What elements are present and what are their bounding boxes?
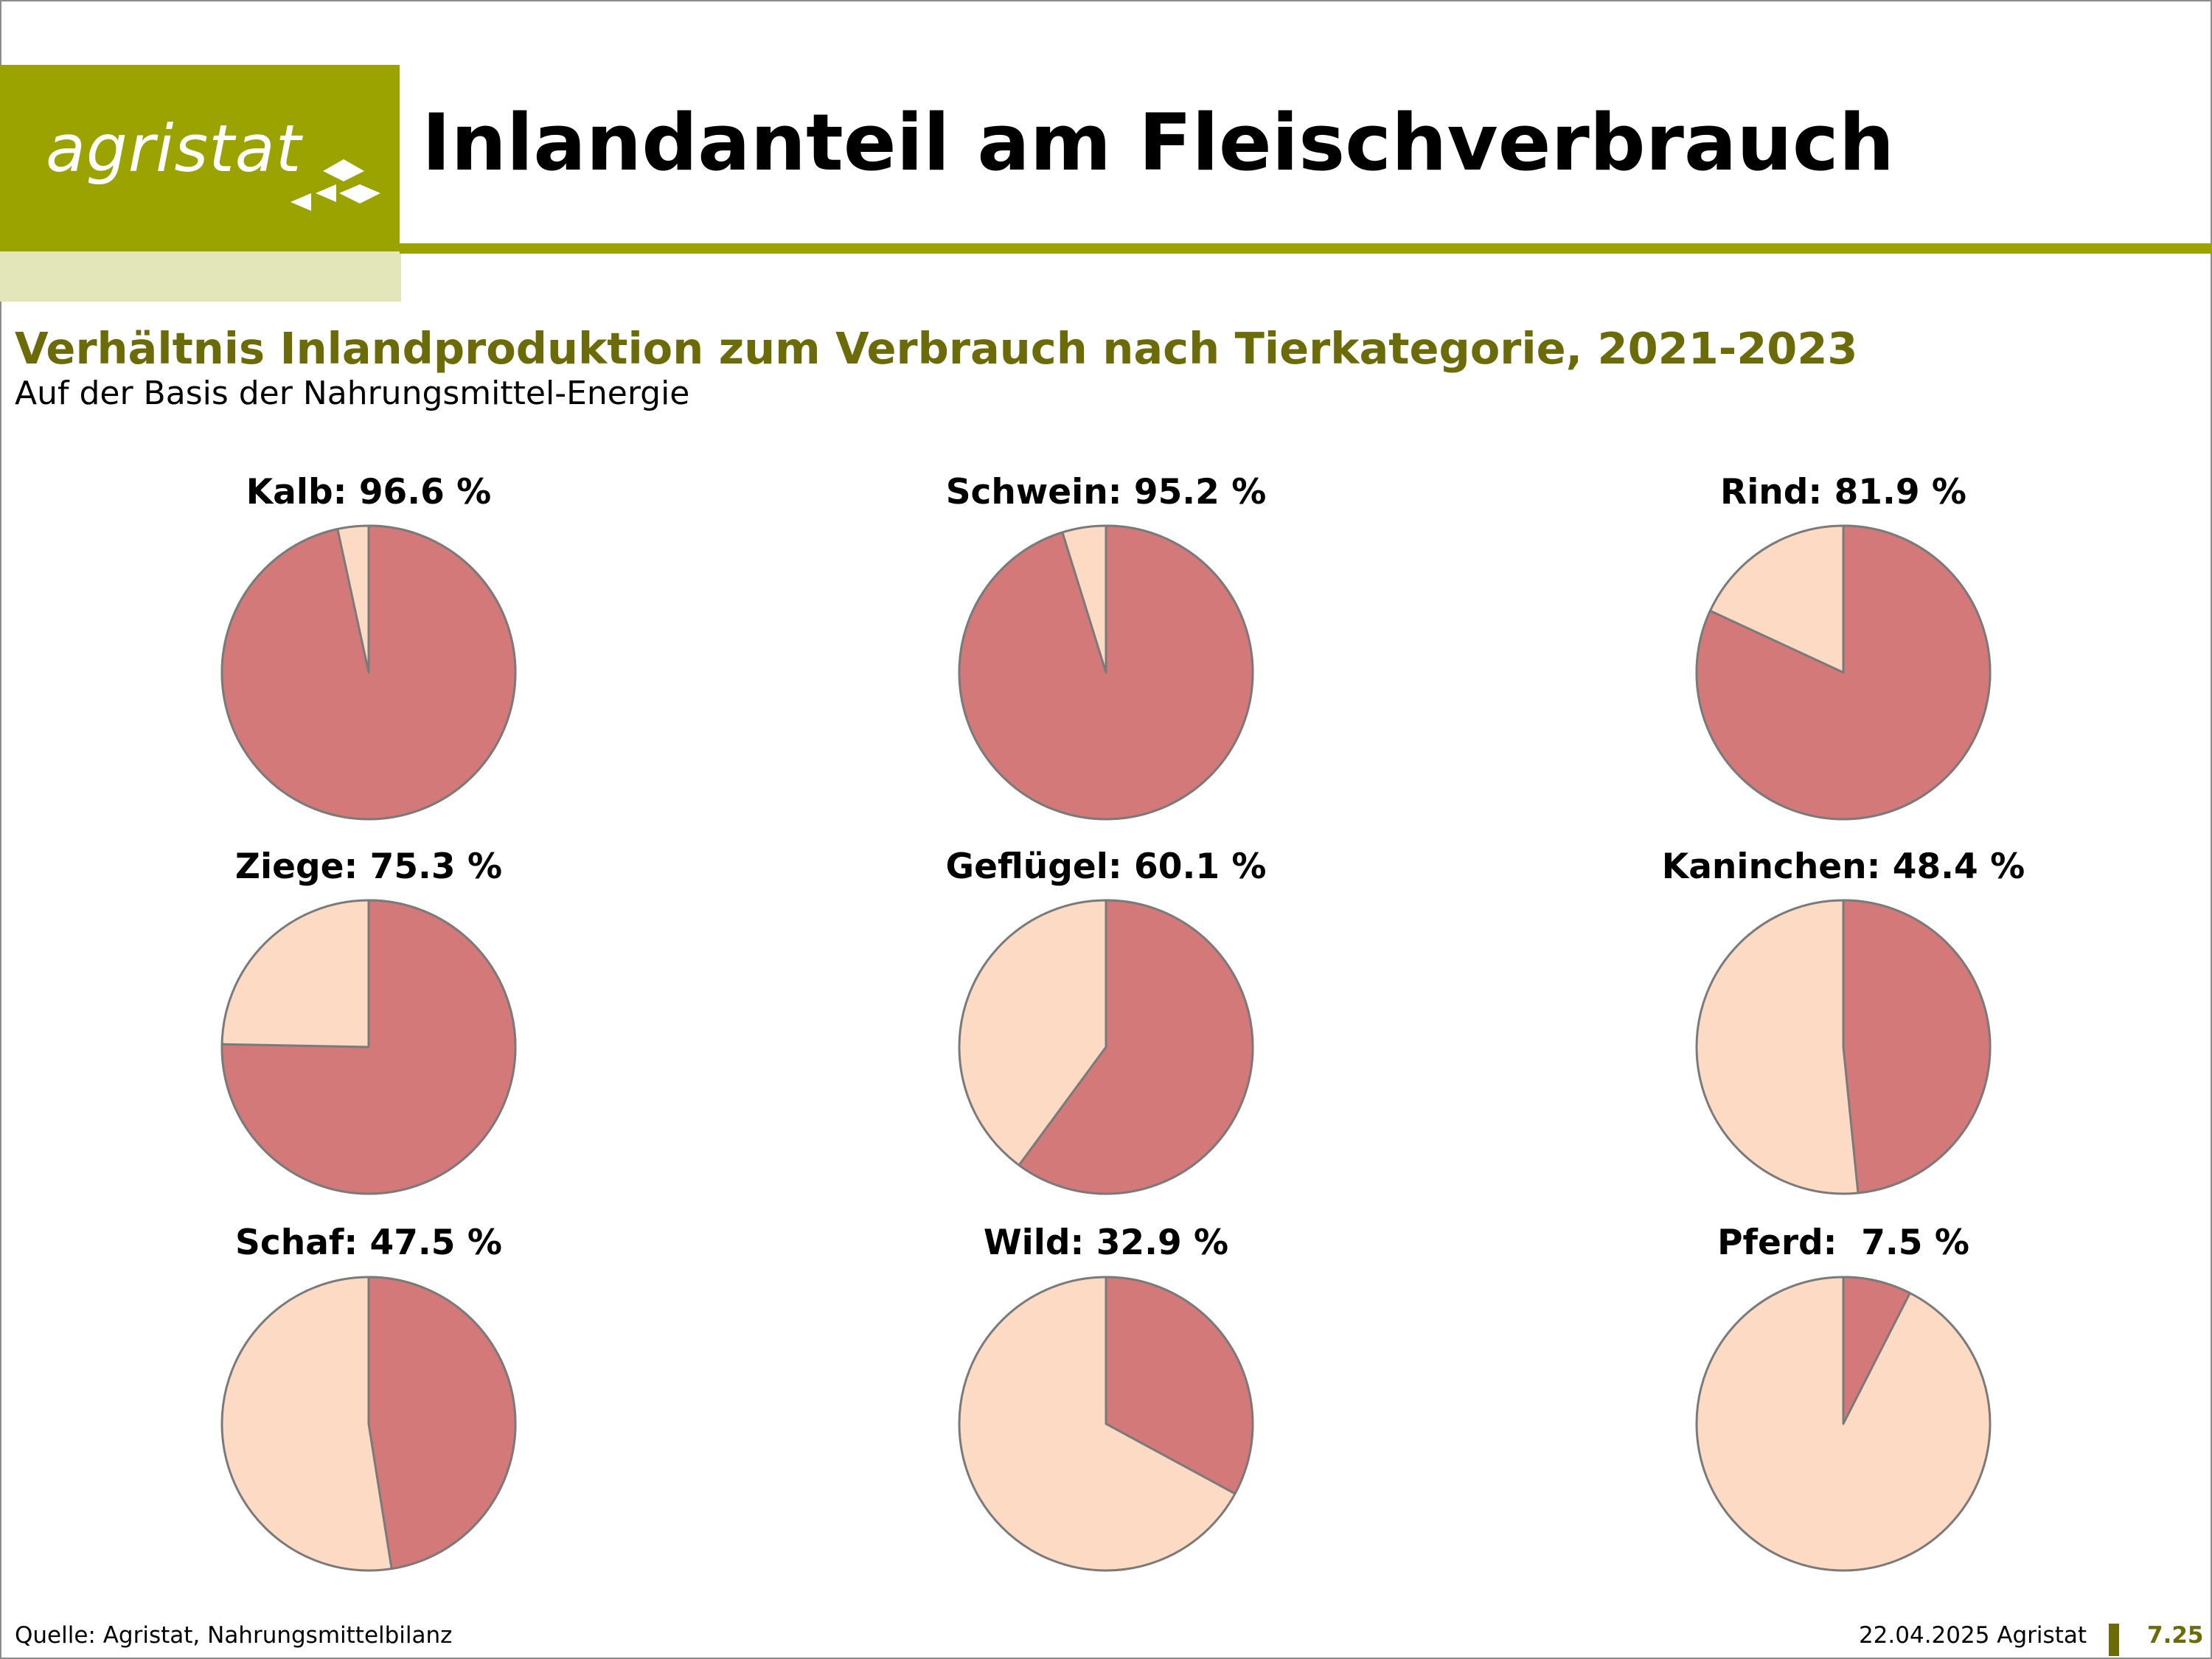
logo-mark-icon — [291, 159, 380, 211]
pie-title-ziege: Ziege: 75.3 % — [234, 846, 503, 887]
page-number: 7.25 — [2147, 1622, 2204, 1649]
pie-slice-inland-ziege — [220, 899, 517, 1195]
pie-slice-inland-pferd — [1842, 1276, 1911, 1425]
agristat-logo — [0, 65, 400, 251]
pie-title-schaf: Schaf: 47.5 % — [235, 1222, 502, 1263]
chart-subtitle: Verhältnis Inlandproduktion zum Verbrauc… — [15, 323, 1858, 374]
source-note: Quelle: Agristat, Nahrungsmittelbilanz — [15, 1622, 453, 1649]
pie-title-geflgel: Geflügel: 60.1 % — [945, 846, 1267, 887]
pie-slice-inland-kalb — [220, 524, 517, 821]
pie-title-schwein: Schwein: 95.2 % — [945, 472, 1267, 512]
footer-divider — [2109, 1624, 2119, 1656]
pie-title-kalb: Kalb: 96.6 % — [246, 472, 492, 512]
pie-slice-inland-schaf — [367, 1276, 517, 1571]
chart-subtitle-basis: Auf der Basis der Nahrungsmittel-Energie — [15, 375, 690, 412]
pie-slice-inland-geflgel — [1018, 899, 1254, 1195]
logo-underlay — [0, 251, 401, 302]
title-divider — [400, 243, 2212, 254]
page-title: Inlandanteil am Fleischverbrauch — [422, 97, 1895, 188]
pie-title-pferd: Pferd: 7.5 % — [1717, 1222, 1969, 1263]
pie-title-kaninchen: Kaninchen: 48.4 % — [1661, 846, 2025, 887]
pie-title-rind: Rind: 81.9 % — [1720, 472, 1966, 512]
footer-date: 22.04.2025 Agristat — [1858, 1622, 2087, 1649]
pie-slice-inland-wild — [1105, 1276, 1254, 1495]
pie-slice-inland-schwein — [958, 524, 1254, 821]
pie-slice-inland-rind — [1695, 524, 1992, 821]
pie-title-wild: Wild: 32.9 % — [983, 1222, 1229, 1263]
pie-slice-inland-kaninchen — [1842, 899, 1992, 1194]
logo-text: agristat — [46, 111, 302, 187]
